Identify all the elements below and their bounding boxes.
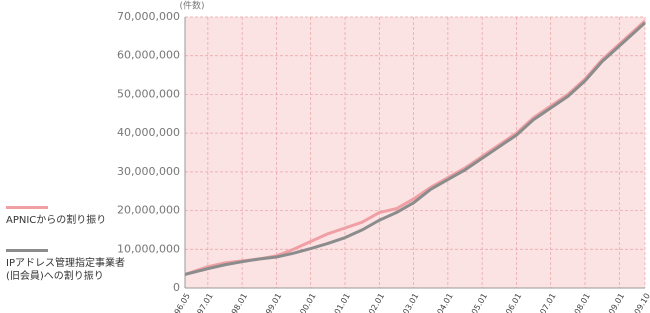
x-tick-label: 2007.01 <box>533 292 557 313</box>
legend-item: IPアドレス管理指定事業者(旧会員)への割り振り <box>6 249 128 283</box>
legend-swatch <box>6 206 48 209</box>
x-tick-label: 2000.01 <box>293 292 317 313</box>
y-tick-label: 20,000,000 <box>117 204 180 217</box>
y-tick-label: 0 <box>173 281 180 294</box>
y-tick-label: 70,000,000 <box>117 10 180 23</box>
y-tick-label: 60,000,000 <box>117 49 180 62</box>
legend-label: APNICからの割り振り <box>6 215 107 226</box>
series-line <box>184 21 647 276</box>
x-tick-label: 1996.05 <box>168 292 192 313</box>
x-tick-label: 2008.01 <box>568 292 592 313</box>
y-unit: (件数) <box>179 0 204 12</box>
x-tick-label: 2005.01 <box>465 292 489 313</box>
y-tick-label: 30,000,000 <box>117 165 180 178</box>
x-tick-label: 1997.01 <box>190 292 214 313</box>
x-tick-label: 2002.01 <box>362 292 386 313</box>
y-tick-label: 50,000,000 <box>117 87 180 100</box>
y-tick-label: 40,000,000 <box>117 126 180 139</box>
legend-label: IPアドレス管理指定事業者(旧会員)への割り振り <box>6 258 125 282</box>
x-tick-label: 2003.01 <box>396 292 420 313</box>
x-tick-label: 1999.01 <box>259 292 283 313</box>
x-tick-label: 2009.01 <box>602 292 626 313</box>
x-tick-label: 2006.01 <box>499 292 523 313</box>
legend-item: APNICからの割り振り <box>6 206 136 227</box>
x-tick-label: 2004.01 <box>430 292 454 313</box>
x-tick-label: 2009.10 <box>628 292 650 313</box>
y-tick-label: 10,000,000 <box>117 242 180 255</box>
x-tick-label: 1998.01 <box>225 292 249 313</box>
x-tick-label: 2001.01 <box>328 292 352 313</box>
legend-swatch <box>6 249 48 252</box>
plot-background <box>185 17 645 288</box>
